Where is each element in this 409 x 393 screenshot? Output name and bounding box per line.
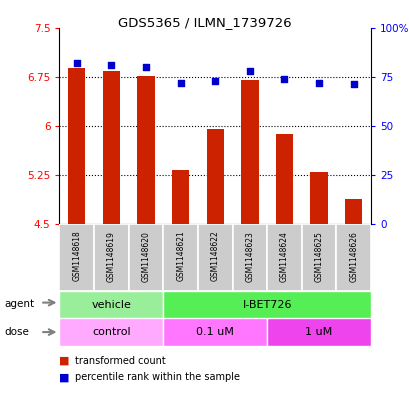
Text: GSM1148626: GSM1148626 xyxy=(348,231,357,281)
Point xyxy=(108,62,115,68)
Text: GSM1148618: GSM1148618 xyxy=(72,231,81,281)
Bar xyxy=(344,199,362,224)
Bar xyxy=(128,224,163,291)
Text: GSM1148619: GSM1148619 xyxy=(107,231,116,281)
Text: control: control xyxy=(92,327,130,337)
Point xyxy=(73,60,80,66)
Point xyxy=(177,79,184,86)
Point xyxy=(211,77,218,84)
Bar xyxy=(163,291,370,318)
Bar xyxy=(232,224,267,291)
Bar xyxy=(59,291,163,318)
Bar xyxy=(103,72,120,224)
Point xyxy=(142,64,149,70)
Text: percentile rank within the sample: percentile rank within the sample xyxy=(75,372,239,382)
Point xyxy=(315,79,321,86)
Text: agent: agent xyxy=(4,299,34,309)
Point xyxy=(246,68,252,74)
Bar xyxy=(137,76,154,224)
Bar xyxy=(68,68,85,224)
Text: vehicle: vehicle xyxy=(91,299,131,310)
Bar xyxy=(301,224,336,291)
Text: 1 uM: 1 uM xyxy=(305,327,332,337)
Text: GSM1148625: GSM1148625 xyxy=(314,231,323,281)
Text: transformed count: transformed count xyxy=(75,356,165,366)
Text: GDS5365 / ILMN_1739726: GDS5365 / ILMN_1739726 xyxy=(118,16,291,29)
Bar xyxy=(59,224,94,291)
Text: ■: ■ xyxy=(59,372,73,382)
Bar xyxy=(275,134,292,224)
Bar xyxy=(267,224,301,291)
Text: dose: dose xyxy=(4,327,29,337)
Text: 0.1 uM: 0.1 uM xyxy=(196,327,234,337)
Text: GSM1148621: GSM1148621 xyxy=(176,231,185,281)
Bar xyxy=(310,172,327,224)
Bar xyxy=(240,80,258,224)
Text: ■: ■ xyxy=(59,356,73,366)
Text: GSM1148623: GSM1148623 xyxy=(245,231,254,281)
Bar xyxy=(198,224,232,291)
Point xyxy=(281,75,287,82)
Text: I-BET726: I-BET726 xyxy=(242,299,291,310)
Point xyxy=(350,81,356,88)
Text: GSM1148624: GSM1148624 xyxy=(279,231,288,281)
Bar xyxy=(171,170,189,224)
Bar xyxy=(267,318,370,346)
Bar xyxy=(206,129,223,224)
Bar xyxy=(163,318,267,346)
Text: GSM1148622: GSM1148622 xyxy=(210,231,219,281)
Bar xyxy=(94,224,128,291)
Bar xyxy=(336,224,370,291)
Bar xyxy=(163,224,198,291)
Bar xyxy=(59,318,163,346)
Text: GSM1148620: GSM1148620 xyxy=(141,231,150,281)
